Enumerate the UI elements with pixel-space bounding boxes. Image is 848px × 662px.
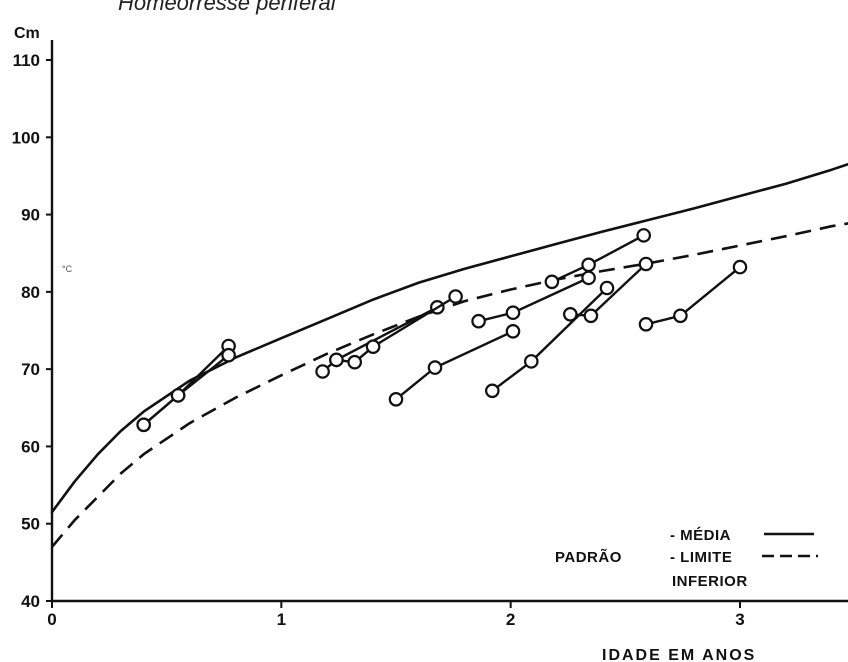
legend-media-label: - MÉDIA: [670, 527, 731, 544]
patient-series-2: [136, 347, 236, 433]
y-unit-label: Cm: [14, 25, 40, 42]
patient-line: [142, 354, 230, 426]
legend-inferior-label: INFERIOR: [672, 573, 748, 590]
limite-inferior-curve: [51, 222, 848, 548]
chart-title: Homeorresse periferal: [118, 0, 337, 15]
patient-point: [448, 289, 463, 304]
patient-point: [136, 417, 151, 433]
y-tick-label: 40: [21, 592, 40, 611]
patient-series-7: [484, 280, 615, 399]
patient-point: [732, 259, 748, 275]
patient-point: [599, 280, 615, 296]
y-tick-label: 100: [12, 128, 40, 147]
patient-point: [523, 354, 539, 369]
patient-line: [336, 295, 457, 364]
patient-point: [221, 347, 236, 363]
patient-point: [581, 270, 596, 286]
ticks: 40 50 60 70 80 90 100 110 0 1 2 3: [12, 51, 745, 629]
x-axis-label: IDADE EM ANOS: [602, 647, 756, 662]
legend: - MÉDIA PADRÃO - LIMITE INFERIOR: [555, 527, 818, 590]
patient-point: [329, 352, 344, 368]
y-tick-label: 60: [21, 437, 40, 456]
patient-point: [427, 360, 443, 375]
x-tick-label: 3: [735, 610, 744, 629]
x-tick-label: 2: [506, 610, 515, 629]
patient-point: [583, 308, 599, 324]
patient-point: [638, 316, 654, 332]
patient-point: [544, 274, 560, 290]
patient-point: [505, 305, 521, 320]
x-tick-label: 0: [47, 610, 56, 629]
patient-point: [315, 364, 330, 379]
standard-curves: [50, 162, 848, 548]
patient-point: [388, 391, 404, 407]
patient-point: [347, 354, 362, 370]
patient-series-8: [544, 228, 651, 290]
patient-point: [562, 306, 578, 322]
patient-series-6: [471, 270, 596, 329]
patient-series: [136, 228, 748, 433]
y-tick-label: 80: [21, 283, 40, 302]
axes: [50, 40, 848, 603]
media-curve: [50, 162, 848, 514]
patient-point: [581, 257, 596, 273]
patient-point: [505, 323, 521, 339]
patient-point: [170, 388, 186, 403]
patient-point: [673, 308, 688, 324]
y-tick-label: 110: [13, 51, 40, 70]
x-tick-label: 1: [277, 610, 286, 629]
patient-line: [491, 287, 608, 392]
patient-point: [471, 313, 486, 329]
patient-series-9: [562, 256, 654, 324]
patient-series-5: [388, 323, 521, 407]
patient-series-10: [638, 259, 748, 332]
patient-point: [638, 256, 654, 272]
y-tick-label: 70: [21, 360, 40, 379]
y-tick-label: 90: [21, 206, 40, 225]
patient-series-4: [329, 289, 463, 370]
patient-line: [645, 266, 741, 326]
patient-point: [365, 339, 381, 354]
legend-group-label: PADRÃO: [555, 548, 622, 566]
legend-limite-label: - LIMITE: [670, 549, 732, 566]
y-tick-label: 50: [21, 515, 40, 534]
patient-point: [636, 228, 651, 243]
patient-point: [484, 383, 500, 399]
stray-annotation: °C: [62, 264, 73, 274]
